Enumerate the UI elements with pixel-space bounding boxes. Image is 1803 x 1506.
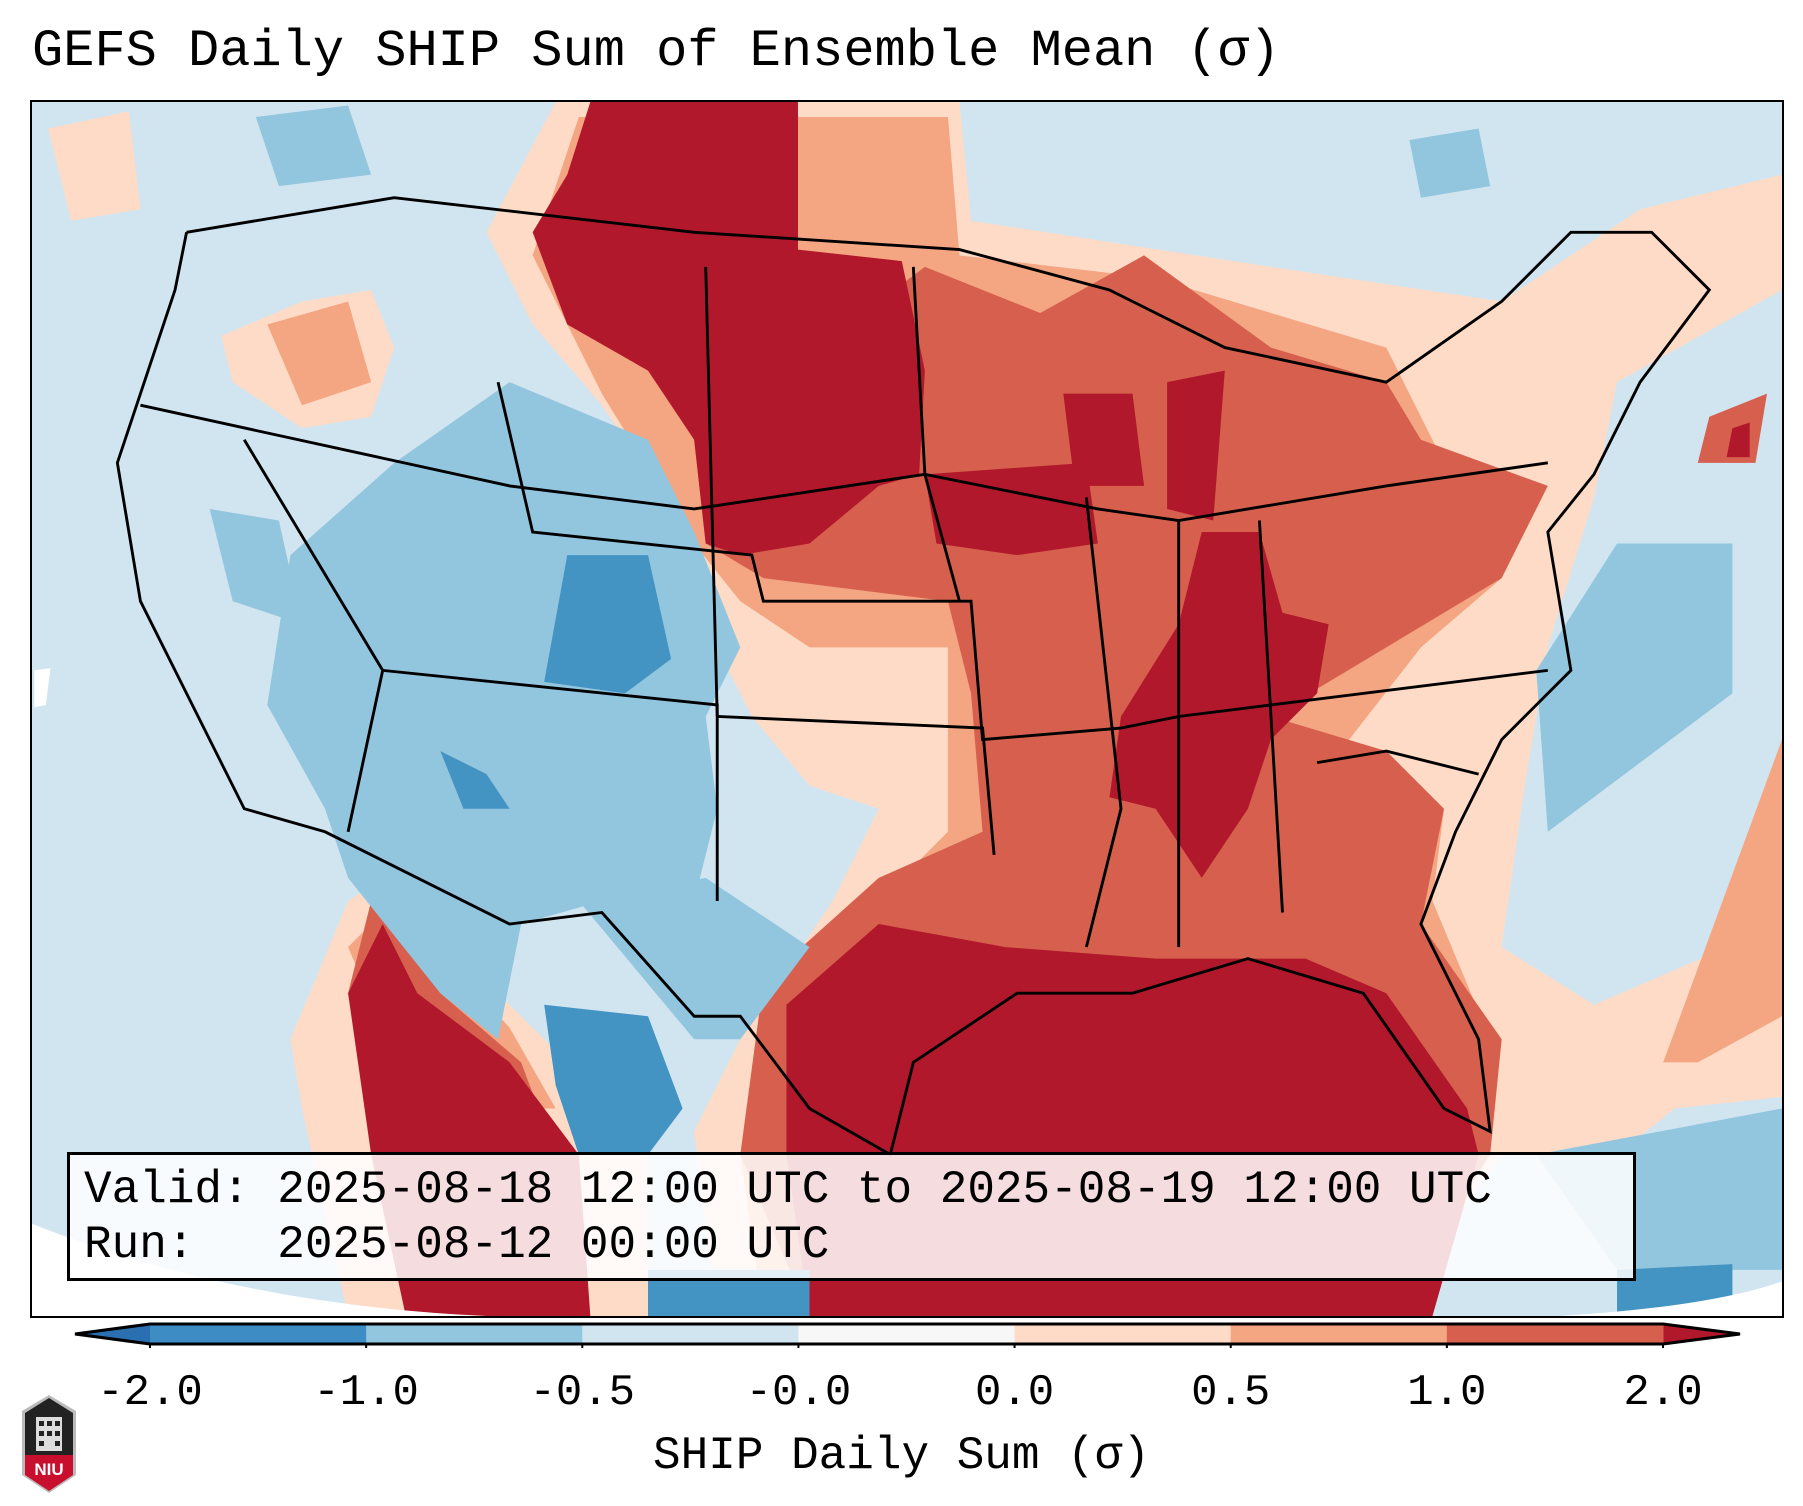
colorbar-tick-label: -2.0 (97, 1368, 203, 1418)
colorbar-extend-low (75, 1324, 150, 1344)
colorbar-tick-label: 2.0 (1623, 1368, 1703, 1418)
colorbar-segment (1446, 1324, 1664, 1344)
ship-map (30, 100, 1784, 1318)
colorbar-segment (1230, 1324, 1448, 1344)
colorbar-tick-label: 0.5 (1191, 1368, 1271, 1418)
colorbar-label: SHIP Daily Sum (σ) (653, 1430, 1150, 1482)
colorbar-tick-label: -0.0 (745, 1368, 852, 1418)
colorbar (74, 1322, 1741, 1348)
colorbar-segment (366, 1324, 583, 1344)
map-title: GEFS Daily SHIP Sum of Ensemble Mean (σ) (32, 22, 1281, 81)
colorbar-segment (798, 1324, 1016, 1344)
colorbar-tick-label: -1.0 (313, 1368, 419, 1418)
colorbar-segment (1014, 1324, 1232, 1344)
colorbar-extend-high (1663, 1324, 1740, 1344)
colorbar-tick-label: 0.0 (974, 1368, 1055, 1418)
colorbar-segment (150, 1324, 367, 1344)
us-outline (115, 196, 1712, 1157)
colorbar-segment (582, 1324, 799, 1344)
medium-blue-areas (209, 105, 1782, 1270)
niu-logo: NIU (22, 1395, 76, 1493)
dark-blue-areas (440, 555, 1733, 1316)
outside-projection (1559, 1281, 1782, 1316)
ship-field (32, 102, 1782, 1316)
colorbar-tick-label: 1.0 (1407, 1368, 1487, 1418)
run-time: Run: 2025-08-12 00:00 UTC (84, 1219, 830, 1271)
boundaries (115, 196, 1712, 1157)
svg-text:NIU: NIU (34, 1460, 63, 1479)
outside-projection (32, 1223, 487, 1316)
valid-run-info: Valid: 2025-08-18 12:00 UTC to 2025-08-1… (67, 1152, 1636, 1281)
valid-time: Valid: 2025-08-18 12:00 UTC to 2025-08-1… (84, 1164, 1492, 1216)
colorbar-tick-label: -0.5 (529, 1368, 636, 1418)
outside-projection (34, 668, 51, 708)
